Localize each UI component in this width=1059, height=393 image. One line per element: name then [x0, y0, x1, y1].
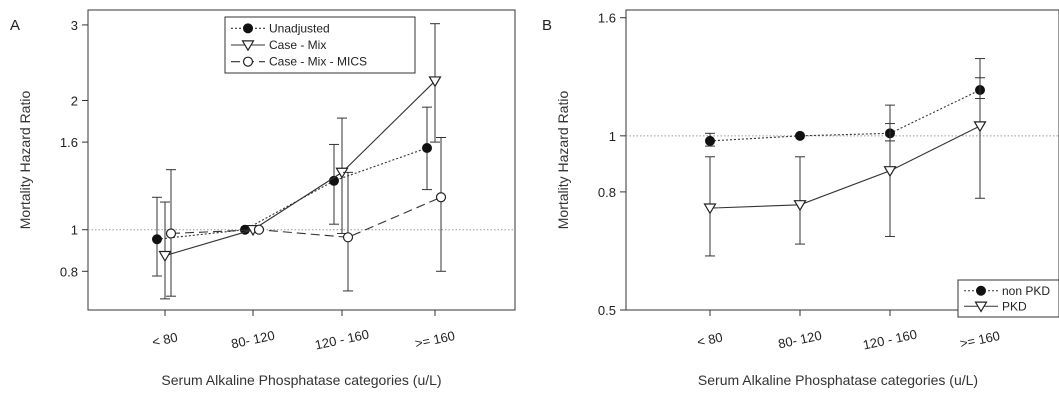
series-unadjusted	[152, 106, 432, 277]
data-point	[428, 76, 442, 88]
data-point	[793, 200, 807, 212]
data-point	[422, 143, 432, 154]
data-point	[883, 166, 897, 178]
legend-box	[957, 279, 1059, 318]
series-line	[156, 147, 428, 240]
x-tick-label: < 80	[696, 330, 724, 350]
data-point	[342, 232, 354, 243]
chart-panel-b: 0.5 0.8 1 1.6 < 80 80- 120 120 - 160 >= 160 Seru…	[555, 9, 1059, 388]
y-tick-label: 1.6	[60, 135, 78, 150]
x-tick-label: 120 - 160	[313, 326, 370, 352]
y-tick-label: 0.8	[60, 264, 78, 279]
y-axis-title: Mortality Hazard Ratio	[17, 91, 33, 230]
x-tick-label: >= 160	[414, 328, 457, 351]
series-line	[164, 80, 436, 257]
data-point	[703, 203, 717, 215]
y-tick-label: 0.5	[598, 303, 616, 318]
legend-swatch-marker	[974, 301, 988, 313]
x-tick-label: 80- 120	[230, 328, 276, 352]
y-tick-label: 0.8	[598, 185, 616, 200]
chart-panel-a: 0.8 1 1.6 2 3 < 80 80- 120 120 - 160 >= 160 Serum…	[17, 9, 516, 388]
data-point	[165, 228, 177, 239]
series-line	[709, 125, 981, 209]
x-tick-label: 120 - 160	[861, 326, 918, 352]
series-line	[170, 196, 442, 238]
y-axis-title: Mortality Hazard Ratio	[555, 91, 571, 230]
legend-swatch-marker	[243, 23, 253, 34]
series-non-pkd	[705, 77, 985, 147]
series-pkd	[703, 58, 987, 257]
y-tick-label: 2	[71, 93, 78, 108]
x-axis-title: Serum Alkaline Phosphatase categories (u…	[698, 372, 978, 388]
data-point	[705, 135, 715, 146]
legend-label: non PKD	[1002, 284, 1050, 298]
data-point	[158, 250, 172, 263]
legend-label: Case - Mix	[269, 38, 326, 52]
plot-frame	[87, 9, 516, 311]
panel-letter-b: B	[542, 17, 552, 34]
data-point	[335, 167, 349, 179]
legend-swatch-marker	[242, 56, 254, 67]
series-line	[709, 89, 981, 142]
data-point	[795, 130, 805, 141]
x-tick-label: < 80	[151, 330, 179, 350]
data-point	[973, 121, 987, 133]
data-point	[152, 234, 162, 245]
y-tick-label: 3	[71, 18, 78, 33]
data-point	[435, 192, 447, 203]
legend: Unadjusted Case - Mix Case - Mix - MICS	[224, 16, 416, 74]
legend-label: Unadjusted	[269, 21, 330, 35]
legend-label: PKD	[1002, 299, 1027, 313]
y-tick-label: 1	[609, 129, 616, 144]
legend-label: Case - Mix - MICS	[269, 55, 367, 69]
x-axis-title: Serum Alkaline Phosphatase categories (u…	[161, 372, 441, 388]
y-tick-label: 1.6	[598, 11, 616, 26]
data-point	[253, 224, 265, 235]
series-case-mix-mics	[165, 136, 447, 297]
legend-swatch-marker	[976, 285, 986, 296]
plot-frame	[625, 9, 1059, 311]
panel-letter-a: A	[10, 17, 20, 34]
legend-swatch-marker	[241, 40, 255, 52]
x-tick-label: >= 160	[959, 328, 1002, 351]
y-tick-label: 1	[71, 223, 78, 238]
x-tick-label: 80- 120	[777, 328, 823, 352]
